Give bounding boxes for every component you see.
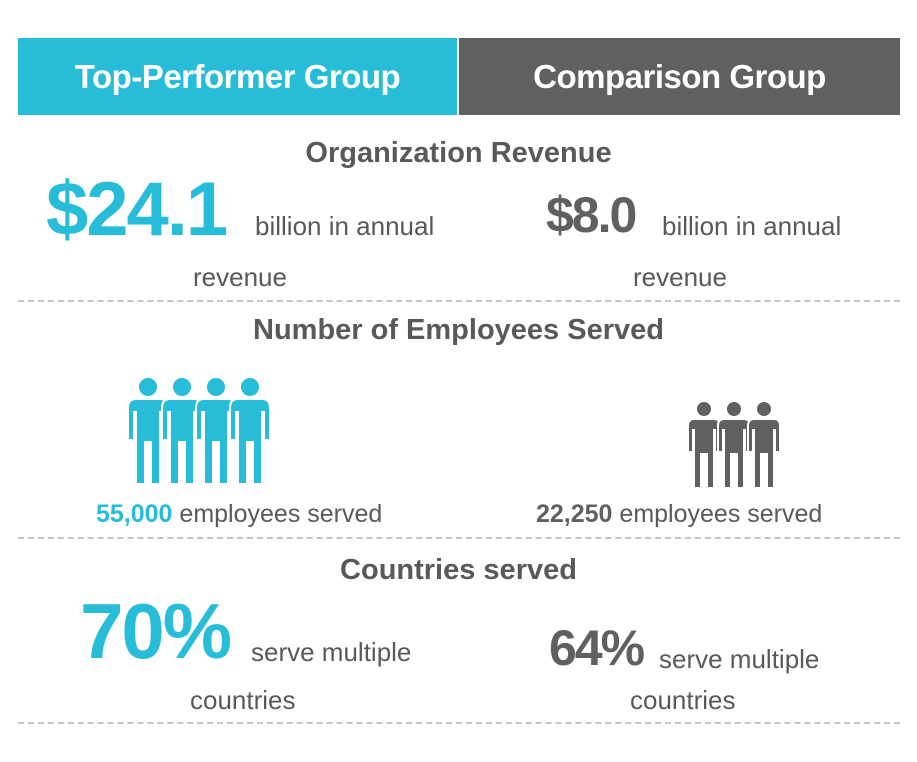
- comparison-countries-label-line1: serve multiple: [659, 644, 820, 674]
- comparison-countries-label-line2: countries: [630, 685, 736, 715]
- comparison-header: Comparison Group: [459, 38, 900, 115]
- top-revenue-label-line1: billion in annual: [255, 211, 435, 241]
- comparison-revenue-value: $8.0: [546, 187, 637, 243]
- top-countries-label-line2: countries: [190, 685, 296, 715]
- top-employees-label: employees served: [179, 500, 383, 528]
- comparison-revenue-label-line1: billion in annual: [662, 211, 842, 241]
- top-employees-text: 55,000 employees served: [96, 502, 382, 527]
- group-of-three-people-icon: [687, 400, 781, 488]
- group-of-four-people-icon: [127, 376, 271, 484]
- section-divider: [18, 300, 900, 302]
- section-divider: [18, 722, 900, 724]
- countries-section-title: Countries served: [340, 554, 577, 586]
- employees-section-title: Number of Employees Served: [253, 314, 664, 346]
- comparison-revenue-label-line2: revenue: [633, 262, 727, 292]
- comparison-employees-text: 22,250 employees served: [536, 502, 822, 527]
- top-countries-label-line1: serve multiple: [251, 637, 412, 667]
- top-revenue-value: $24.1: [46, 167, 228, 252]
- top-performer-header: Top-Performer Group: [18, 38, 457, 115]
- comparison-employees-value: 22,250: [536, 500, 613, 528]
- comparison-countries-value: 64%: [549, 620, 645, 676]
- top-countries-value: 70%: [80, 587, 232, 675]
- top-employees-value: 55,000: [96, 500, 173, 528]
- comparison-employees-label: employees served: [619, 500, 823, 528]
- top-revenue-label-line2: revenue: [193, 262, 287, 292]
- revenue-section-title: Organization Revenue: [305, 137, 612, 169]
- section-divider: [18, 537, 900, 539]
